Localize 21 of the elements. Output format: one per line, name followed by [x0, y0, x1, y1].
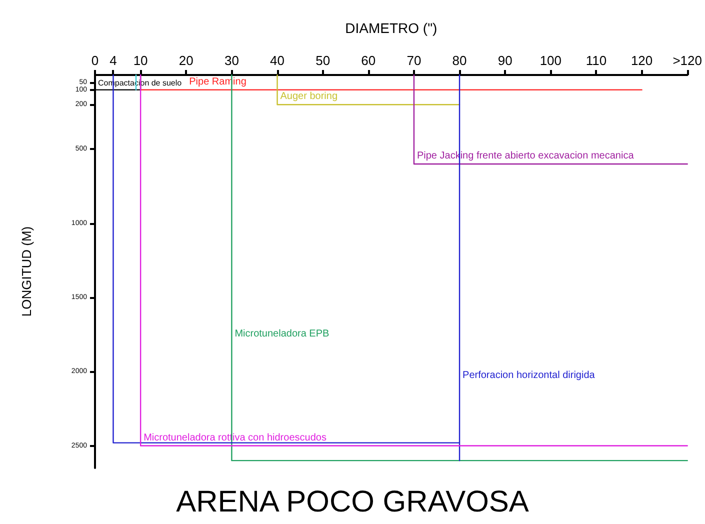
- x-axis-title: DIAMETRO ("): [345, 20, 438, 36]
- x-tick-label: 4: [110, 53, 117, 68]
- x-tick-label: 20: [178, 53, 194, 68]
- x-tick-label: 30: [224, 53, 239, 68]
- x-tick-label: 60: [361, 53, 376, 68]
- x-tick-label: 70: [406, 53, 422, 68]
- annotation: Auger boring: [280, 91, 338, 102]
- annotation: Microtuneladora EPB: [234, 328, 330, 340]
- x-tick-label: 100: [540, 53, 562, 68]
- x-tick-label: 50: [316, 53, 330, 68]
- annotation: Perforacion horizontal dirigida: [462, 370, 596, 381]
- x-tick-label: 0: [91, 53, 99, 68]
- x-tick-label: 120: [630, 53, 653, 68]
- x-tick-label: 80: [452, 53, 467, 68]
- x-tick-label: 90: [498, 53, 512, 68]
- x-tick-label: >120: [672, 53, 702, 68]
- x-tick-label: 10: [133, 53, 148, 68]
- text: ARENA POCO GRAVOSA: [176, 486, 529, 518]
- y-axis-title: LONGITUD (M): [19, 226, 34, 317]
- x-tick-label: 40: [270, 53, 284, 68]
- x-tick-label: 110: [586, 53, 607, 68]
